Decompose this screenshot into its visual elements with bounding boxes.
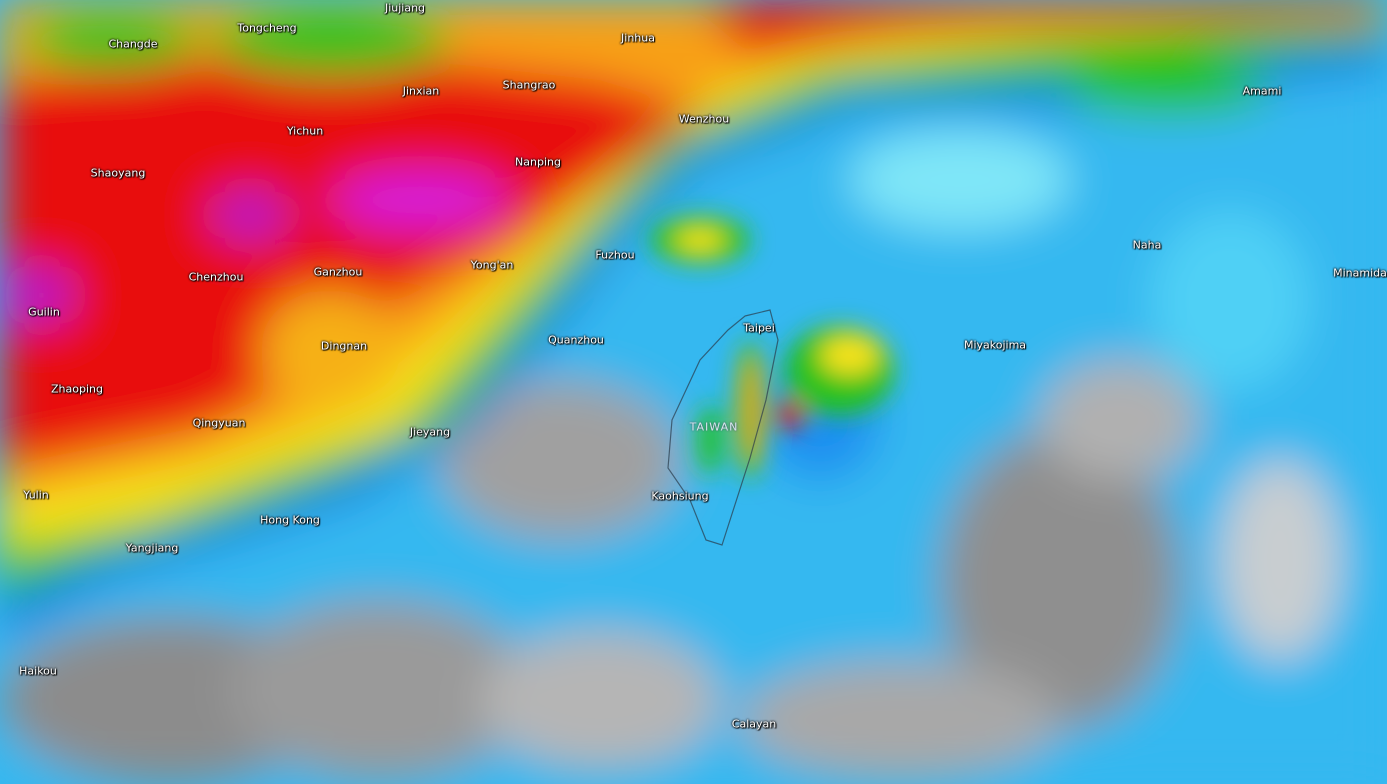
city-label-jinxian[interactable]: Jinxian: [402, 84, 440, 98]
city-label-calayan[interactable]: Calayan: [731, 717, 777, 731]
city-label-kaohsiung[interactable]: Kaohsiung: [651, 489, 709, 503]
city-label-shangrao[interactable]: Shangrao: [502, 78, 556, 92]
city-label-jinhua[interactable]: Jinhua: [621, 31, 655, 45]
city-label-yangjiang[interactable]: Yangjiang: [125, 541, 179, 555]
city-label-tongcheng[interactable]: Tongcheng: [237, 21, 297, 35]
country-label-taiwan: TAIWAN: [689, 420, 739, 434]
city-label-changde[interactable]: Changde: [108, 37, 158, 51]
city-label-jieyang[interactable]: Jieyang: [409, 425, 451, 439]
city-label-fuzhou[interactable]: Fuzhou: [595, 248, 635, 262]
city-label-guilin[interactable]: Guilin: [28, 305, 60, 319]
city-label-chenzhou[interactable]: Chenzhou: [188, 270, 244, 284]
city-label-naha[interactable]: Naha: [1132, 238, 1162, 252]
city-label-haikou[interactable]: Haikou: [19, 664, 57, 678]
city-label-yulin[interactable]: Yulin: [23, 488, 49, 502]
city-label-minamidaito[interactable]: Minamida: [1333, 266, 1387, 280]
city-label-nanping[interactable]: Nanping: [515, 155, 561, 169]
city-label-qingyuan[interactable]: Qingyuan: [192, 416, 246, 430]
city-label-taipei[interactable]: Taipei: [743, 321, 775, 335]
city-label-miyakojima[interactable]: Miyakojima: [963, 338, 1027, 352]
city-label-shaoyang[interactable]: Shaoyang: [90, 166, 146, 180]
city-label-dingnan[interactable]: Dingnan: [320, 339, 368, 353]
city-label-wenzhou[interactable]: Wenzhou: [678, 112, 730, 126]
city-label-zhaoping[interactable]: Zhaoping: [51, 382, 103, 396]
city-label-amami[interactable]: Amami: [1242, 84, 1282, 98]
taiwan-outline: [667, 309, 779, 546]
city-label-quanzhou[interactable]: Quanzhou: [548, 333, 604, 347]
city-label-yongan[interactable]: Yong'an: [470, 258, 514, 272]
convective-cells: [650, 215, 895, 480]
city-label-ganzhou[interactable]: Ganzhou: [313, 265, 363, 279]
city-label-hongkong[interactable]: Hong Kong: [260, 513, 320, 527]
city-label-jiujiang[interactable]: Jiujiang: [384, 1, 426, 15]
city-label-yichun[interactable]: Yichun: [286, 124, 324, 138]
